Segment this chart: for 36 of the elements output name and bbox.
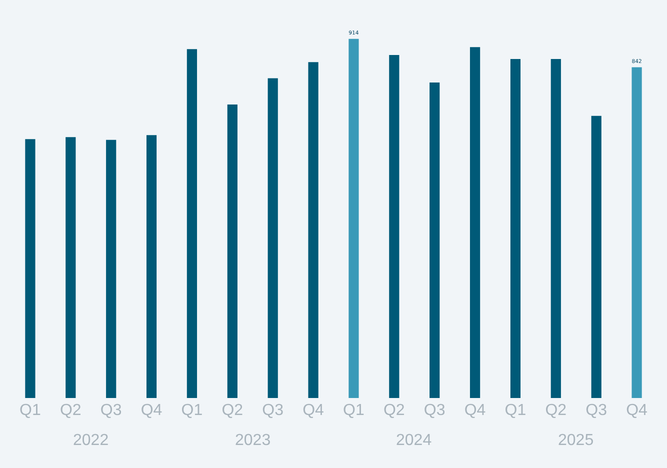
bar	[348, 38, 359, 398]
text: 2023	[235, 432, 271, 449]
x-tick-label: Q4	[140, 402, 162, 419]
text: 2022	[73, 432, 109, 449]
x-tick-label: Q1	[504, 402, 526, 419]
bar	[470, 47, 480, 398]
x-tick-label: Q3	[262, 402, 284, 419]
x-tick-label: Q2	[222, 402, 244, 419]
bar	[430, 82, 440, 398]
bar	[106, 140, 116, 398]
x-tick-label: Q2	[545, 402, 567, 419]
bar	[510, 58, 521, 398]
x-tick-label: Q1	[181, 402, 203, 419]
x-tick-label: Q4	[626, 402, 648, 419]
x-tick-label: Q1	[20, 402, 41, 419]
bar	[308, 62, 318, 398]
text: 2025	[558, 432, 594, 449]
bar	[632, 67, 642, 398]
x-tick-label: Q3	[586, 402, 608, 419]
bar	[66, 137, 76, 398]
bar	[389, 55, 400, 398]
x-tick-label: Q2	[383, 402, 405, 419]
bar	[227, 104, 238, 398]
x-tick-label: Q3	[424, 402, 446, 419]
x-tick-label: Q4	[302, 402, 324, 419]
bar	[591, 116, 602, 398]
bar	[146, 135, 157, 398]
bar	[25, 139, 36, 398]
x-tick-label: Q4	[464, 402, 486, 419]
text: 2024	[396, 432, 432, 449]
bar	[268, 78, 278, 398]
bar	[550, 58, 561, 398]
bar	[186, 49, 198, 398]
x-tick-label: Q1	[343, 402, 364, 419]
x-tick-label: Q2	[60, 402, 82, 419]
x-tick-label: Q3	[100, 402, 122, 419]
